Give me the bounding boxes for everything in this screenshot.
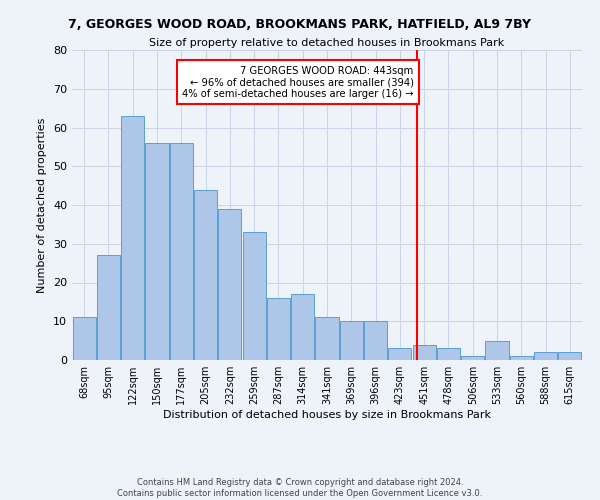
Title: Size of property relative to detached houses in Brookmans Park: Size of property relative to detached ho… bbox=[149, 38, 505, 48]
Bar bbox=[534, 352, 557, 360]
Bar bbox=[121, 116, 144, 360]
Y-axis label: Number of detached properties: Number of detached properties bbox=[37, 118, 47, 292]
Bar bbox=[340, 322, 363, 360]
Bar bbox=[291, 294, 314, 360]
Bar bbox=[559, 352, 581, 360]
Text: 7, GEORGES WOOD ROAD, BROOKMANS PARK, HATFIELD, AL9 7BY: 7, GEORGES WOOD ROAD, BROOKMANS PARK, HA… bbox=[68, 18, 532, 30]
Bar bbox=[170, 143, 193, 360]
Bar bbox=[413, 344, 436, 360]
Text: Contains HM Land Registry data © Crown copyright and database right 2024.
Contai: Contains HM Land Registry data © Crown c… bbox=[118, 478, 482, 498]
Bar bbox=[461, 356, 484, 360]
Bar bbox=[267, 298, 290, 360]
Bar bbox=[97, 256, 120, 360]
Bar bbox=[145, 143, 169, 360]
Bar bbox=[485, 340, 509, 360]
Bar bbox=[316, 318, 338, 360]
Bar bbox=[437, 348, 460, 360]
Bar bbox=[510, 356, 533, 360]
Bar bbox=[364, 322, 387, 360]
X-axis label: Distribution of detached houses by size in Brookmans Park: Distribution of detached houses by size … bbox=[163, 410, 491, 420]
Bar bbox=[194, 190, 217, 360]
Text: 7 GEORGES WOOD ROAD: 443sqm
← 96% of detached houses are smaller (394)
4% of sem: 7 GEORGES WOOD ROAD: 443sqm ← 96% of det… bbox=[182, 66, 414, 98]
Bar bbox=[242, 232, 266, 360]
Bar bbox=[388, 348, 412, 360]
Bar bbox=[73, 318, 95, 360]
Bar bbox=[218, 209, 241, 360]
